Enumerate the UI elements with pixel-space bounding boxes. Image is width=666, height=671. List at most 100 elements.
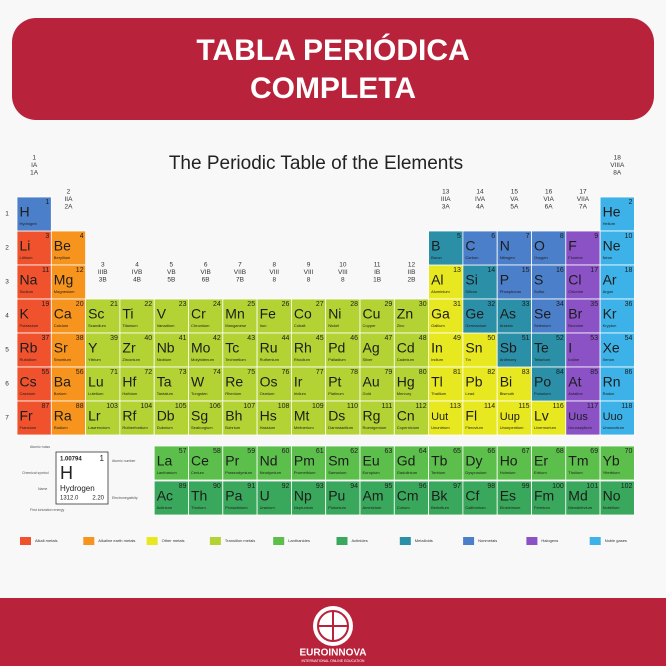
element-name: Francium bbox=[20, 425, 37, 430]
element-name: Protactinium bbox=[225, 505, 248, 510]
element-cell bbox=[462, 332, 498, 368]
element-name: Tellurium bbox=[534, 357, 551, 362]
element-symbol: Kr bbox=[603, 306, 617, 322]
element-name: Iodine bbox=[568, 357, 580, 362]
group-header: 6 bbox=[204, 262, 208, 269]
element-symbol: Cf bbox=[465, 488, 479, 504]
element-number: 65 bbox=[453, 448, 461, 455]
element-symbol: Lv bbox=[534, 408, 549, 424]
element-name: Indium bbox=[431, 357, 444, 362]
element-number: 26 bbox=[282, 301, 290, 308]
group-header: VIIB bbox=[234, 269, 246, 276]
element-cell bbox=[531, 400, 567, 436]
element-name: Flerovium bbox=[465, 425, 483, 430]
element-number: 99 bbox=[522, 483, 530, 490]
element-number: 6 bbox=[491, 233, 495, 240]
element-name: Krypton bbox=[603, 323, 617, 328]
group-header: 8 bbox=[272, 262, 276, 269]
element-symbol: Nd bbox=[260, 453, 278, 469]
element-number: 57 bbox=[179, 448, 187, 455]
element-symbol: Uuo bbox=[603, 411, 623, 423]
group-header: IVA bbox=[475, 196, 486, 203]
element-name: Radium bbox=[54, 425, 68, 430]
element-cell bbox=[153, 298, 189, 334]
element-name: Lanthanum bbox=[157, 470, 178, 475]
element-cell bbox=[565, 230, 601, 266]
element-symbol: B bbox=[431, 238, 440, 254]
element-number: 40 bbox=[144, 335, 152, 342]
element-name: Technetium bbox=[225, 357, 246, 362]
element-name: Beryllium bbox=[54, 255, 71, 260]
group-header: 15 bbox=[511, 189, 519, 196]
element-number: 33 bbox=[522, 301, 530, 308]
element-number: 78 bbox=[350, 369, 358, 376]
element-number: 23 bbox=[179, 301, 187, 308]
key-label: Name bbox=[38, 487, 47, 491]
element-name: Thallium bbox=[431, 391, 447, 396]
element-symbol: Mo bbox=[191, 340, 211, 356]
key-ionization: 1312.0 bbox=[60, 496, 79, 502]
element-number: 15 bbox=[522, 267, 530, 274]
element-cell bbox=[85, 298, 121, 334]
element-number: 94 bbox=[350, 483, 358, 490]
legend-label: Noble gases bbox=[605, 538, 627, 543]
element-cell bbox=[565, 400, 601, 436]
element-symbol: Te bbox=[534, 340, 549, 356]
element-number: 107 bbox=[243, 403, 255, 410]
element-name: Nickel bbox=[328, 323, 339, 328]
period-label: 7 bbox=[5, 415, 9, 422]
element-name: Meitnerium bbox=[294, 425, 314, 430]
element-symbol: Na bbox=[20, 272, 38, 288]
element-cell bbox=[599, 400, 635, 436]
element-name: Zinc bbox=[397, 323, 405, 328]
element-number: 71 bbox=[110, 369, 118, 376]
element-symbol: Pm bbox=[294, 453, 315, 469]
element-name: Tungsten bbox=[191, 391, 208, 396]
element-symbol: Ga bbox=[431, 306, 450, 322]
element-number: 58 bbox=[213, 448, 221, 455]
element-cell bbox=[496, 445, 532, 481]
element-cell bbox=[462, 400, 498, 436]
element-symbol: Po bbox=[534, 374, 551, 390]
element-number: 50 bbox=[487, 335, 495, 342]
element-number: 27 bbox=[316, 301, 324, 308]
element-number: 59 bbox=[247, 448, 255, 455]
element-name: Ytterbium bbox=[603, 470, 621, 475]
element-name: Einsteinium bbox=[500, 505, 521, 510]
element-name: Plutonium bbox=[328, 505, 346, 510]
subtitle: The Periodic Table of the Elements bbox=[169, 153, 463, 174]
element-cell bbox=[325, 445, 361, 481]
element-number: 112 bbox=[415, 403, 426, 410]
element-number: 53 bbox=[590, 335, 598, 342]
group-header: 14 bbox=[476, 189, 484, 196]
element-cell bbox=[599, 196, 635, 232]
element-number: 45 bbox=[316, 335, 324, 342]
element-number: 29 bbox=[385, 301, 393, 308]
element-number: 74 bbox=[213, 369, 221, 376]
element-cell bbox=[496, 230, 532, 266]
element-symbol: Cl bbox=[568, 272, 581, 288]
element-cell bbox=[599, 445, 635, 481]
element-symbol: Mt bbox=[294, 408, 310, 424]
element-number: 2 bbox=[628, 199, 632, 206]
element-symbol: Ho bbox=[500, 453, 518, 469]
element-name: Fermium bbox=[534, 505, 550, 510]
group-header: 1B bbox=[373, 277, 381, 284]
element-cell bbox=[359, 480, 395, 516]
element-cell bbox=[462, 230, 498, 266]
group-header: 4 bbox=[135, 262, 139, 269]
element-symbol: Uut bbox=[431, 411, 448, 423]
group-header: IB bbox=[374, 269, 380, 276]
legend-label: Other metals bbox=[162, 538, 185, 543]
element-name: Gadolinium bbox=[397, 470, 418, 475]
element-name: Oxygen bbox=[534, 255, 548, 260]
period-label: 1 bbox=[5, 211, 9, 218]
element-number: 70 bbox=[625, 448, 633, 455]
element-cell bbox=[462, 366, 498, 402]
element-number: 76 bbox=[282, 369, 290, 376]
element-number: 63 bbox=[385, 448, 393, 455]
element-symbol: Sn bbox=[465, 340, 482, 356]
element-number: 60 bbox=[282, 448, 290, 455]
element-number: 116 bbox=[553, 403, 564, 410]
